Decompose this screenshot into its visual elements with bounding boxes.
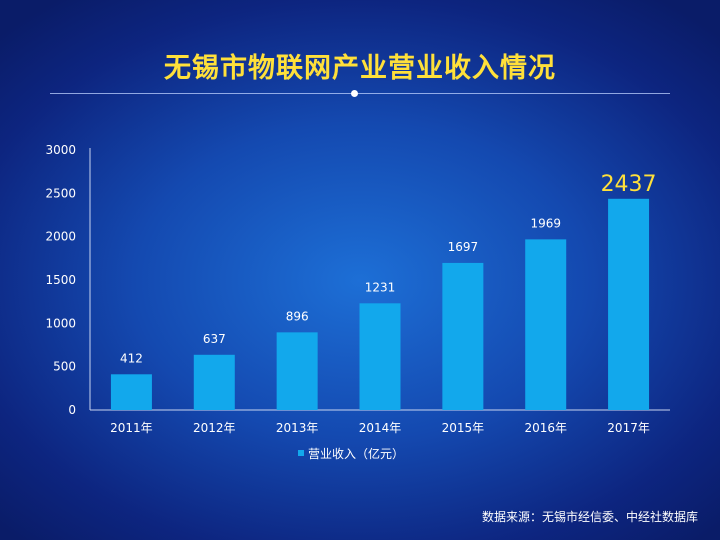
title-underline	[50, 93, 670, 94]
x-tick-label: 2017年	[607, 421, 650, 435]
x-tick-label: 2015年	[442, 421, 485, 435]
bar	[442, 262, 484, 410]
bar-data-label: 2437	[601, 172, 657, 197]
bar-data-label: 412	[120, 351, 143, 365]
bar	[359, 303, 401, 410]
x-tick-label: 2013年	[276, 421, 319, 435]
bar	[525, 239, 567, 410]
bar	[608, 198, 650, 410]
bar	[110, 374, 152, 410]
y-tick-label: 3000	[45, 143, 76, 157]
y-tick-label: 2500	[45, 186, 76, 200]
bar-data-label: 1231	[365, 280, 396, 294]
bar	[276, 332, 318, 410]
y-tick-label: 1500	[45, 273, 76, 287]
x-tick-label: 2012年	[193, 421, 236, 435]
x-tick-label: 2016年	[524, 421, 567, 435]
legend-swatch	[298, 450, 304, 456]
x-tick-label: 2011年	[110, 421, 153, 435]
x-tick-label: 2014年	[359, 421, 402, 435]
legend-label: 营业收入（亿元）	[308, 446, 404, 461]
y-tick-label: 2000	[45, 230, 76, 244]
bar-data-label: 637	[203, 332, 226, 346]
y-tick-label: 500	[53, 360, 76, 374]
data-source-note: 数据来源：无锡市经信委、中经社数据库	[481, 510, 698, 524]
bar-data-label: 1969	[530, 216, 561, 230]
chart-title: 无锡市物联网产业营业收入情况	[164, 53, 556, 84]
y-tick-label: 1000	[45, 316, 76, 330]
y-tick-label: 0	[68, 403, 76, 417]
bar-data-label: 896	[286, 309, 309, 323]
bar	[193, 354, 235, 410]
bar-data-label: 1697	[448, 240, 479, 254]
title-underline-dot	[351, 90, 358, 97]
